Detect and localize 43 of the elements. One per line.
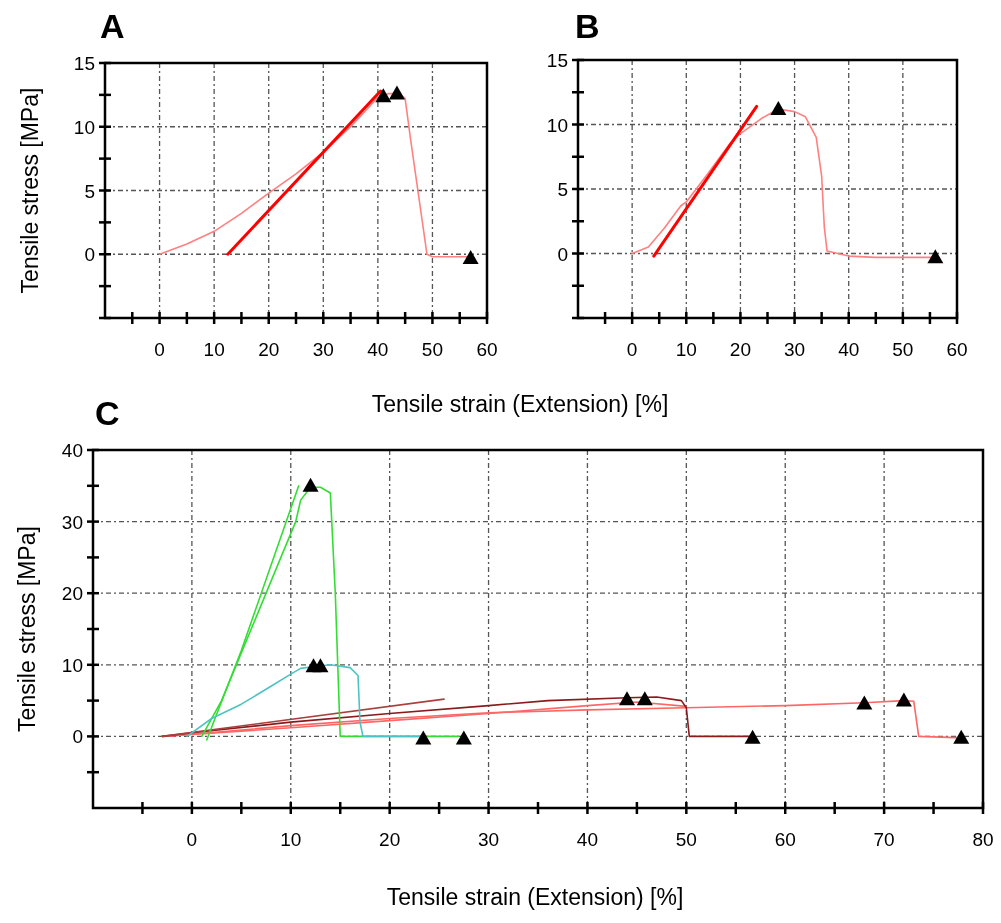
- y-tick-label: 15: [546, 50, 568, 71]
- x-tick-label: 0: [186, 829, 198, 850]
- x-axis-title: Tensile strain (Extension) [%]: [386, 884, 684, 910]
- chart-title: C: [95, 394, 120, 432]
- x-tick-label: 10: [280, 829, 302, 850]
- x-tick-label: 10: [675, 339, 697, 360]
- x-tick-label: 20: [729, 339, 751, 360]
- x-tick-label: 10: [203, 339, 225, 360]
- x-tick-label: 60: [946, 339, 968, 360]
- y-tick-label: 5: [84, 180, 95, 202]
- x-tick-label: 70: [873, 829, 895, 850]
- y-tick-label: 5: [557, 179, 568, 200]
- y-tick-label: 10: [546, 114, 568, 136]
- y-tick-label: 10: [73, 116, 95, 138]
- x-tick-label: 30: [477, 829, 500, 850]
- y-tick-label: 10: [61, 654, 83, 676]
- x-tick-label: 0: [154, 339, 165, 360]
- y-axis-title: Tensile stress [MPa]: [14, 526, 40, 732]
- y-axis-title: Tensile stress [MPa]: [17, 87, 43, 294]
- x-tick-label: 30: [312, 339, 334, 360]
- y-tick-label: 0: [557, 243, 568, 265]
- x-tick-label: 60: [774, 829, 796, 850]
- x-tick-label: 40: [576, 829, 599, 850]
- x-tick-label: 50: [892, 339, 914, 360]
- y-tick-label: 0: [72, 726, 83, 748]
- x-tick-label: 60: [476, 339, 498, 360]
- y-tick-label: 15: [73, 53, 95, 74]
- y-tick-label: 30: [61, 511, 83, 533]
- x-tick-label: 50: [675, 829, 697, 850]
- x-tick-label: 30: [784, 339, 806, 360]
- chart-title: A: [100, 7, 125, 45]
- chart-title: B: [575, 7, 600, 45]
- y-tick-label: 0: [84, 244, 95, 266]
- y-tick-label: 20: [61, 583, 83, 605]
- x-tick-label: 50: [421, 339, 443, 360]
- x-tick-label: 80: [972, 829, 994, 850]
- x-tick-label: 20: [258, 339, 280, 360]
- y-tick-label: 40: [61, 440, 83, 461]
- x-tick-label: 20: [379, 829, 401, 850]
- x-tick-label: 40: [367, 339, 389, 360]
- x-tick-label: 0: [626, 339, 638, 360]
- x-axis-title: Tensile strain (Extension) [%]: [371, 391, 669, 417]
- x-tick-label: 40: [838, 339, 860, 360]
